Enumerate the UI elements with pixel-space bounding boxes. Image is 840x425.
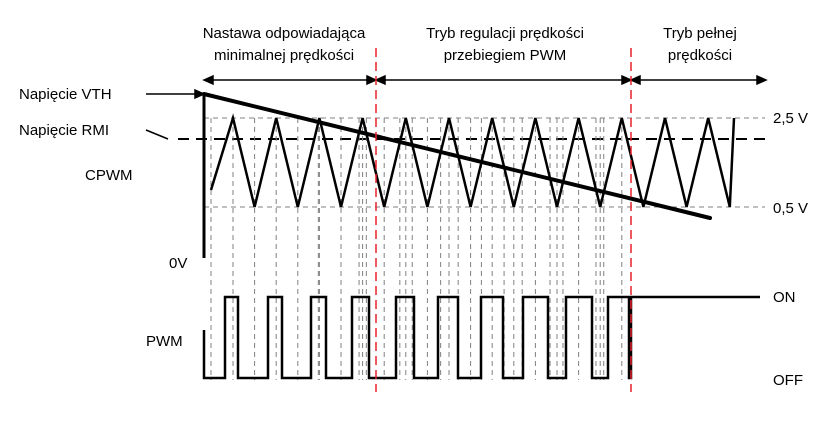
label-pointers — [145, 88, 206, 140]
cpwm-label: CPWM — [85, 167, 133, 184]
span-arrow-2-right-head — [621, 74, 633, 86]
mode-dividers — [375, 48, 632, 392]
section-1-title-line2: minimalnej prędkości — [214, 47, 354, 64]
high-voltage-label: 2,5 V — [773, 110, 808, 127]
zero-volt-label: 0V — [169, 255, 187, 272]
vth-voltage-label: Napięcie VTH — [19, 86, 112, 103]
section-2-title-line1: Tryb regulacji prędkości — [426, 25, 584, 42]
rmi-pointer-line — [145, 129, 169, 140]
span-arrow-2-left-head — [374, 74, 386, 86]
section-1-title-line1: Nastawa odpowiadająca — [203, 25, 366, 42]
left-labels: Napięcie VTH Napięcie RMI CPWM 0V PWM — [19, 86, 187, 350]
pwm-output-waveform — [202, 295, 760, 380]
right-labels: 2,5 V 0,5 V ON OFF — [773, 110, 808, 389]
on-state-label: ON — [773, 289, 796, 306]
cpwm-triangle-wave — [209, 113, 736, 208]
rmi-voltage-label: Napięcie RMI — [19, 122, 109, 139]
section-2-title-line2: przebiegiem PWM — [444, 47, 567, 64]
section-3-title-line2: prędkości — [668, 47, 732, 64]
section-span-arrows — [202, 74, 768, 86]
vth-pointer-head — [194, 88, 206, 100]
off-state-label: OFF — [773, 372, 803, 389]
span-arrow-3-right-head — [756, 74, 768, 86]
span-arrow-1-left-head — [202, 74, 214, 86]
low-voltage-label: 0,5 V — [773, 200, 808, 217]
span-arrow-3-left-head — [629, 74, 641, 86]
span-arrow-1-right-head — [366, 74, 378, 86]
vth-ramp-line — [202, 92, 712, 220]
pwm-label: PWM — [146, 333, 183, 350]
section-headers: Nastawa odpowiadająca minimalnej prędkoś… — [203, 25, 737, 64]
section-3-title-line1: Tryb pełnej — [663, 25, 737, 42]
